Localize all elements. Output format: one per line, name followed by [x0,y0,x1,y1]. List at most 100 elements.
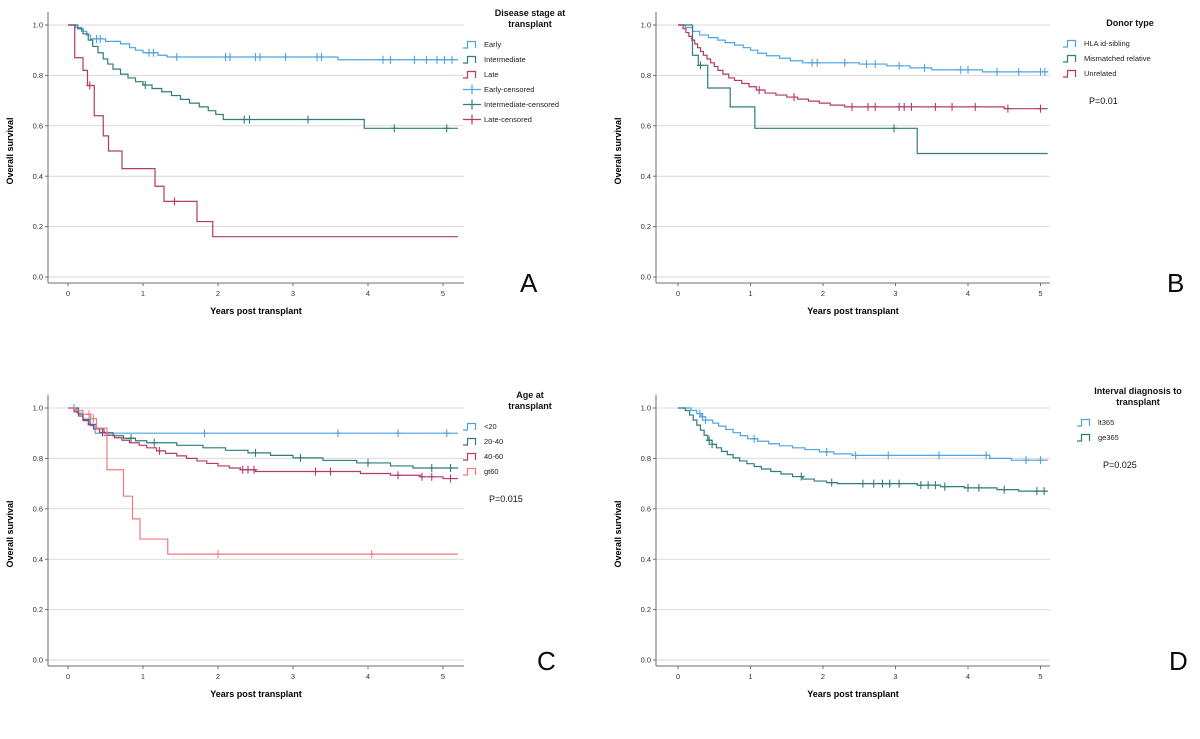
step-line-icon [1077,418,1091,427]
censor-plus-icon [463,114,481,125]
series-gt60 [68,407,458,559]
survival-curve [68,24,458,61]
survival-curve [678,24,1048,155]
survival-curve [68,24,458,238]
x-tick-label: 3 [893,289,897,298]
x-axis-title: Years post transplant [210,689,302,699]
y-tick-label: 0.8 [641,454,651,463]
y-tick-label: 0.6 [641,121,651,130]
panel-label-d: D [1169,646,1188,676]
survival-curve [68,407,458,469]
legend-title: Age at transplant [508,390,552,411]
step-line-icon [463,467,477,476]
y-tick-label: 0.4 [641,172,651,181]
survival-curve [68,24,458,129]
y-tick-label: 0.4 [641,555,651,564]
x-tick-label: 5 [441,672,445,681]
censor-plus-icon [463,99,481,110]
legend-entry: 20-40 [462,434,598,449]
x-tick-label: 5 [1038,289,1042,298]
y-tick-label: 1.0 [33,21,43,30]
axes: 0.0 0.2 0.4 0.6 0.8 1.0 0 1 2 3 4 5 Years post trans… [613,12,1050,316]
axes: 0.0 0.2 0.4 0.6 0.8 1.0 0 1 2 3 4 5 Years post trans… [5,395,464,699]
gridlines [656,407,1050,661]
legend-entry-label: 40-60 [484,451,504,461]
legend-disease-stage: Disease stage at transplant Early Intermedi… [462,8,598,127]
x-tick-label: 0 [676,289,680,298]
km-chart-disease-stage: 0.0 0.2 0.4 0.6 0.8 1.0 0 1 2 3 4 5 Years post trans… [5,12,464,316]
step-glyph [463,70,477,79]
y-tick-label: 0.2 [641,605,651,614]
legend-entry: ge365 [1076,430,1200,445]
series-intermediate [68,24,458,133]
legend-entry: Unrelated [1062,66,1198,81]
y-tick-label: 0.4 [33,555,43,564]
series-mismatched-relative [678,24,1048,155]
panel-label-b: B [1167,268,1185,298]
p-value: P=0.015 [489,493,523,504]
step-line-icon [1063,54,1077,63]
step-line-icon [463,55,477,64]
survival-curve [68,407,458,555]
legend-entry-label: <20 [484,421,497,431]
series-ge365 [678,407,1048,496]
step-glyph [463,55,477,64]
x-tick-label: 1 [748,672,752,681]
step-glyph [463,40,477,49]
series-unrelated [678,24,1048,113]
x-tick-label: 4 [966,289,970,298]
survival-curve [678,407,1048,492]
step-glyph [463,467,477,476]
x-tick-label: 1 [141,289,145,298]
axes: 0.0 0.2 0.4 0.6 0.8 1.0 0 1 2 3 4 5 Years post trans… [5,12,464,316]
series-40-60 [68,407,458,483]
x-tick-label: 5 [1038,672,1042,681]
x-tick-label: 0 [66,672,70,681]
y-tick-label: 0.0 [641,273,651,282]
x-tick-label: 3 [893,672,897,681]
legend-entry-label: gt60 [484,466,499,476]
step-glyph [1063,39,1077,48]
series--20 [68,404,458,438]
y-tick-label: 0.2 [641,222,651,231]
survival-curve [68,407,458,480]
panel-label-c: C [537,646,556,676]
legend-title: Interval diagnosis to transplant [1094,386,1182,407]
legend-entry: Late-censored [462,112,598,127]
step-glyph [1063,69,1077,78]
legend-entry-label: Mismatched relative [1084,53,1151,63]
step-line-icon [463,437,477,446]
km-chart-donor-type: 0.0 0.2 0.4 0.6 0.8 1.0 0 1 2 3 4 5 Years post trans… [613,12,1050,316]
legend-entry-label: Early [484,39,502,49]
p-value: P=0.01 [1089,95,1118,106]
series-early [68,24,458,64]
step-glyph [463,437,477,446]
km-chart-age: 0.0 0.2 0.4 0.6 0.8 1.0 0 1 2 3 4 5 Years post trans… [5,395,464,699]
legend-entry-label: lt365 [1098,417,1115,427]
x-tick-label: 2 [216,672,220,681]
y-tick-label: 0.6 [33,504,43,513]
survival-curve [678,24,1048,110]
legend-entry: lt365 [1076,415,1200,430]
legend-title: Disease stage at transplant [494,8,566,29]
x-tick-label: 4 [966,672,970,681]
step-line-icon [463,422,477,431]
x-tick-label: 2 [821,289,825,298]
x-tick-label: 4 [366,672,370,681]
y-tick-label: 1.0 [641,21,651,30]
legend-entry: Early [462,37,598,52]
step-line-icon [1063,69,1077,78]
legend-entry: 40-60 [462,449,598,464]
legend-title: Donor type [1106,18,1154,28]
censor-plus-icon [463,84,481,95]
legend-entry-label: HLA id-sibling [1084,38,1130,48]
step-line-icon [463,40,477,49]
x-axis-title: Years post transplant [807,306,899,316]
legend-entry: Mismatched relative [1062,51,1198,66]
x-tick-label: 3 [291,289,295,298]
step-line-icon [1077,433,1091,442]
legend-age: Age at transplant <20 20-40 40-60 gt60 P=0.015 [462,390,598,504]
series-late [68,24,458,238]
y-tick-label: 0.0 [33,273,43,282]
